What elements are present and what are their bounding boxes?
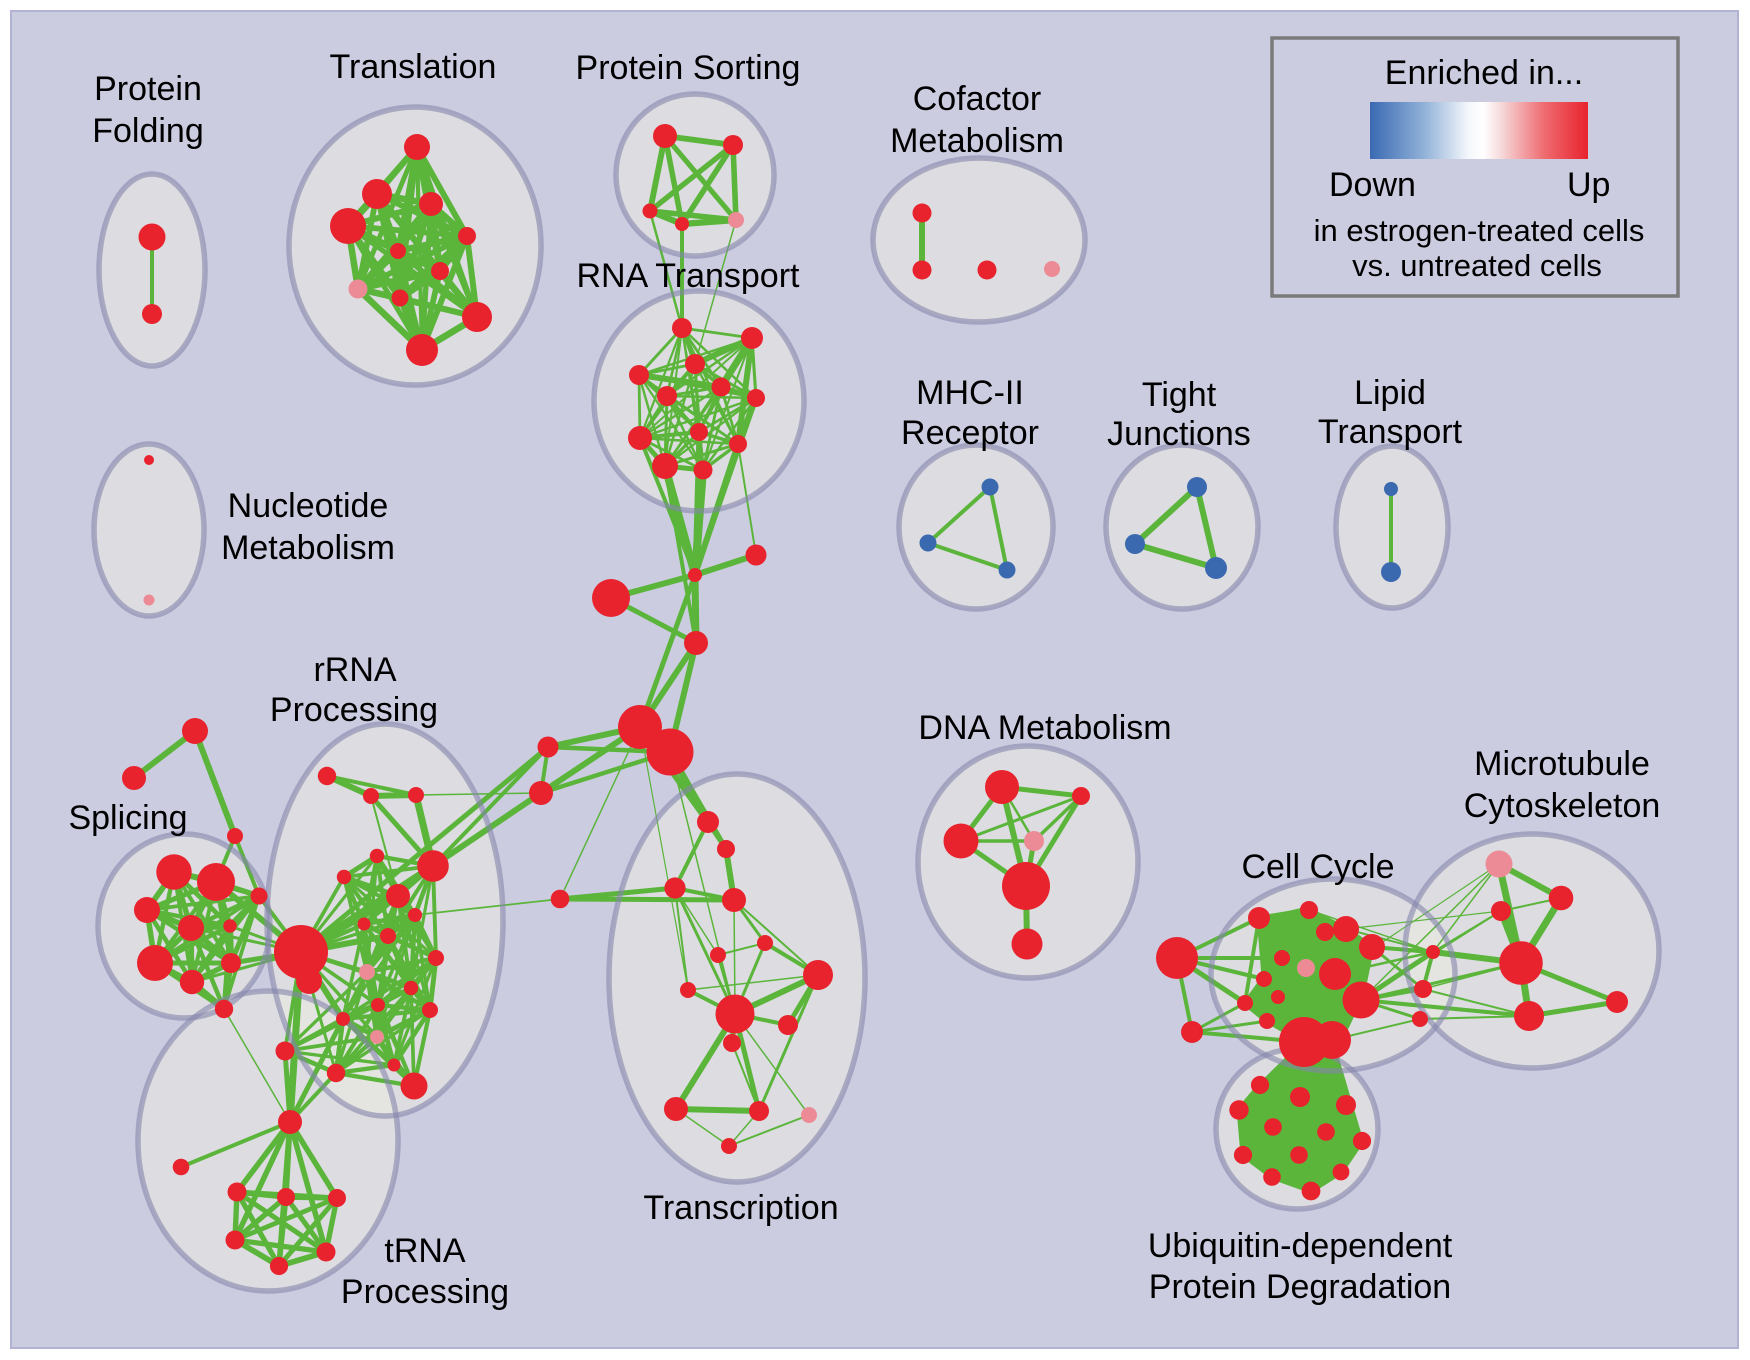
svg-text:Metabolism: Metabolism (221, 529, 395, 567)
svg-text:Microtubule: Microtubule (1474, 745, 1650, 783)
svg-text:Splicing: Splicing (68, 799, 187, 837)
svg-text:rRNA: rRNA (313, 651, 396, 689)
svg-text:Protein: Protein (94, 70, 202, 108)
svg-text:Tight: Tight (1142, 376, 1217, 414)
svg-text:Up: Up (1567, 166, 1610, 204)
svg-text:DNA Metabolism: DNA Metabolism (918, 709, 1171, 747)
svg-text:MHC-II: MHC-II (916, 374, 1024, 412)
svg-text:Receptor: Receptor (901, 414, 1039, 452)
svg-text:Protein Sorting: Protein Sorting (576, 49, 801, 87)
svg-text:Junctions: Junctions (1107, 415, 1251, 453)
svg-text:in estrogen-treated cells: in estrogen-treated cells (1314, 213, 1645, 248)
svg-text:Ubiquitin-dependent: Ubiquitin-dependent (1148, 1227, 1453, 1265)
svg-text:Protein Degradation: Protein Degradation (1149, 1268, 1451, 1306)
svg-text:Folding: Folding (92, 112, 204, 150)
svg-text:RNA Transport: RNA Transport (577, 257, 801, 295)
svg-text:Down: Down (1329, 166, 1416, 204)
svg-text:Translation: Translation (330, 48, 497, 86)
svg-text:Processing: Processing (270, 691, 438, 729)
svg-text:Metabolism: Metabolism (890, 122, 1064, 160)
svg-text:Lipid: Lipid (1354, 374, 1426, 412)
svg-text:Transport: Transport (1318, 413, 1463, 451)
svg-text:tRNA: tRNA (384, 1232, 466, 1270)
svg-text:Cytoskeleton: Cytoskeleton (1464, 787, 1661, 825)
svg-text:Nucleotide: Nucleotide (228, 487, 389, 525)
svg-text:vs. untreated cells: vs. untreated cells (1352, 248, 1602, 283)
svg-text:Transcription: Transcription (643, 1189, 838, 1227)
svg-text:Cell Cycle: Cell Cycle (1241, 848, 1394, 886)
svg-text:Cofactor: Cofactor (913, 80, 1042, 118)
svg-text:Enriched in...: Enriched in... (1385, 54, 1583, 92)
svg-text:Processing: Processing (341, 1273, 509, 1311)
